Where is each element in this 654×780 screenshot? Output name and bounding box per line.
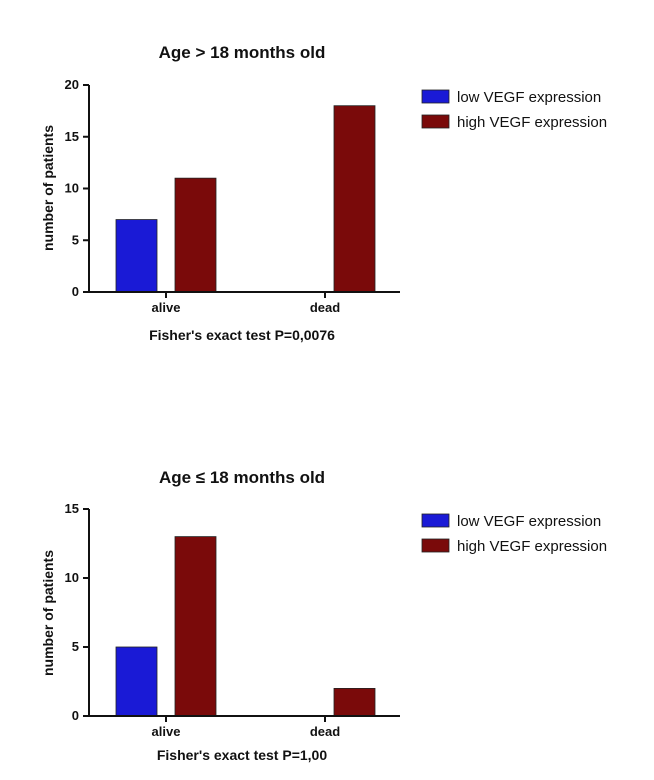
legend-swatch [422,90,449,103]
y-tick-label: 10 [65,181,79,196]
chart-2-legend: low VEGF expression high VEGF expression [422,513,607,555]
y-tick-label: 20 [65,77,79,92]
chart-2-bars [116,537,375,716]
chart-2-y-ticks: 0 5 10 15 [65,501,89,723]
legend-label: high VEGF expression [457,538,607,555]
bar-dead-high [334,106,375,292]
legend-swatch [422,115,449,128]
chart-2-xlabel: Fisher's exact test P=1,00 [157,747,327,763]
chart-1-bars [116,106,375,292]
bar-alive-high [175,178,216,292]
x-tick-label: alive [152,724,181,739]
x-tick-label: dead [310,724,340,739]
chart-1: Age > 18 months old number of patients F… [40,43,607,343]
x-tick-label: alive [152,300,181,315]
chart-1-categories: alive dead [152,292,341,315]
y-tick-label: 5 [72,232,79,247]
chart-1-legend: low VEGF expression high VEGF expression [422,89,607,131]
chart-1-ylabel: number of patients [40,125,56,251]
bar-alive-low [116,647,157,716]
bar-alive-high [175,537,216,716]
legend-swatch [422,539,449,552]
y-tick-label: 15 [65,501,79,516]
bar-dead-high [334,688,375,716]
chart-1-xlabel: Fisher's exact test P=0,0076 [149,327,335,343]
legend-label: high VEGF expression [457,114,607,131]
chart-2-title: Age ≤ 18 months old [159,468,325,487]
y-tick-label: 0 [72,708,79,723]
bar-alive-low [116,220,157,292]
legend-swatch [422,514,449,527]
y-tick-label: 15 [65,129,79,144]
chart-2-categories: alive dead [152,716,341,739]
chart-2-ylabel: number of patients [40,550,56,676]
y-tick-label: 0 [72,284,79,299]
y-tick-label: 5 [72,639,79,654]
chart-1-title: Age > 18 months old [159,43,326,62]
x-tick-label: dead [310,300,340,315]
legend-label: low VEGF expression [457,513,601,530]
y-tick-label: 10 [65,570,79,585]
legend-label: low VEGF expression [457,89,601,106]
chart-2: Age ≤ 18 months old number of patients F… [40,468,607,763]
chart-1-y-ticks: 0 5 10 15 20 [65,77,89,299]
